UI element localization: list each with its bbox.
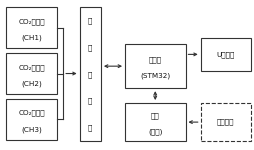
Text: (STM32): (STM32) — [140, 73, 170, 79]
Bar — [6, 53, 57, 94]
Text: (CH1): (CH1) — [21, 35, 42, 41]
Text: CO₂传感器: CO₂传感器 — [18, 18, 45, 25]
Text: 电: 电 — [88, 98, 92, 104]
Bar — [79, 7, 101, 141]
Text: U盘存储: U盘存储 — [216, 51, 234, 58]
Bar — [124, 103, 185, 141]
Bar — [200, 38, 250, 71]
Text: 乘: 乘 — [88, 17, 92, 24]
Text: 法: 法 — [88, 44, 92, 51]
Text: 按键功能: 按键功能 — [216, 119, 234, 125]
Text: (CH3): (CH3) — [21, 126, 42, 133]
Text: 路: 路 — [88, 124, 92, 131]
Bar — [6, 99, 57, 140]
Text: 液晶: 液晶 — [150, 112, 159, 119]
Bar — [124, 44, 185, 88]
Text: CO₂传感器: CO₂传感器 — [18, 64, 45, 71]
Text: CO₂传感器: CO₂传感器 — [18, 110, 45, 116]
Bar — [6, 7, 57, 48]
Text: (显示): (显示) — [148, 128, 162, 135]
Text: 单片机: 单片机 — [148, 56, 161, 63]
Text: (CH2): (CH2) — [21, 81, 42, 87]
Bar — [200, 103, 250, 141]
Text: 除: 除 — [88, 71, 92, 78]
